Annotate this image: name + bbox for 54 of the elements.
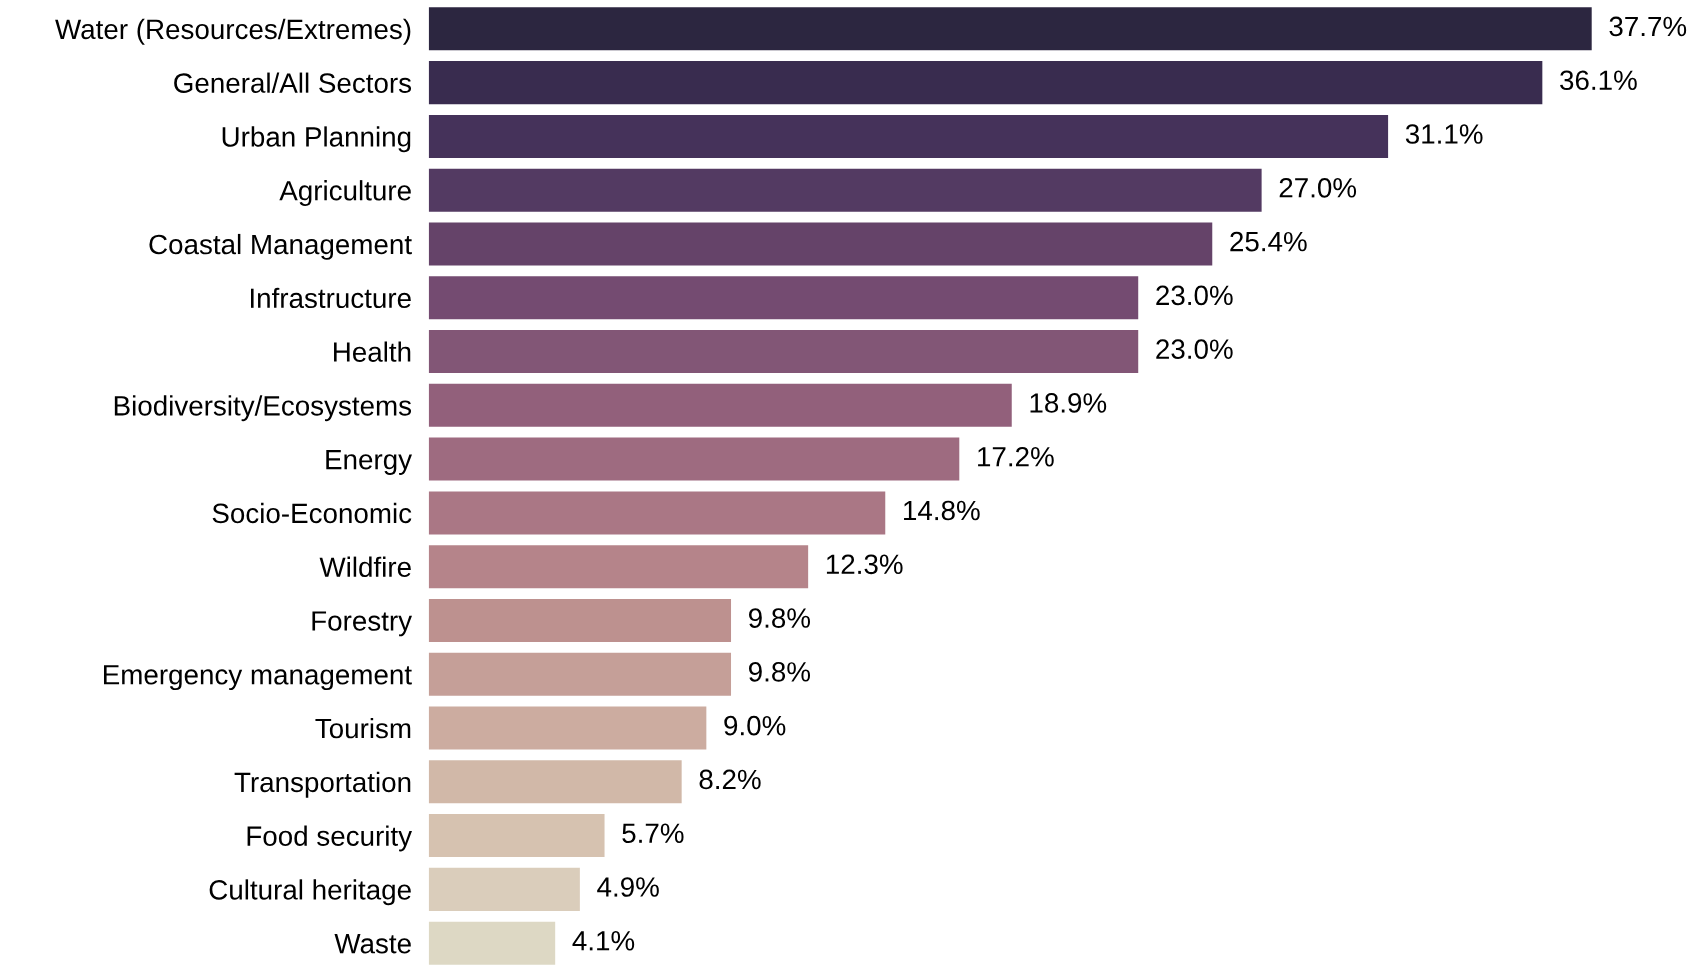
bar [428,760,682,804]
bar [428,491,886,535]
data-label: 18.9% [1030,393,1107,413]
y-tick-label: General/All Sectors [174,72,412,93]
y-tick-label: Biodiversity/Ecosystems [114,395,412,422]
y-tick-label: Tourism [315,717,411,739]
y-tick-label: Health [334,341,411,362]
bar [428,652,732,696]
data-label: 31.1% [1405,124,1483,144]
bar [428,276,1139,320]
y-tick-label: Infrastructure [250,287,411,309]
bar [428,545,809,589]
y-tick-label: Forestry [312,611,412,637]
bar [428,706,707,750]
data-label: 14.8% [904,500,980,521]
data-label: 37.7% [1609,16,1687,37]
bar [428,114,1389,158]
data-label: 4.9% [597,877,659,897]
data-label: 36.1% [1560,70,1637,91]
y-tick-label: Agriculture [279,180,411,207]
y-tick-label: Energy [326,450,412,475]
data-label: 25.4% [1230,231,1307,252]
bar [428,598,732,642]
bar [428,867,580,911]
data-label: 12.3% [826,554,903,575]
data-label: 5.7% [622,823,684,844]
data-label: 4.1% [572,931,635,951]
bar [428,61,1543,105]
y-tick-label: Coastal Management [149,233,412,260]
data-label: 17.2% [978,446,1054,467]
data-label: 8.2% [699,769,761,790]
y-tick-label: Urban Planning [222,126,411,153]
y-tick-label: Cultural heritage [209,879,411,906]
y-tick-label: Food security [247,825,412,852]
bar [428,168,1262,212]
y-tick-label: Waste [334,934,411,954]
bar [428,330,1139,374]
data-label: 9.0% [724,715,786,736]
bar [428,814,605,858]
bar [428,7,1592,51]
bar [428,437,960,481]
y-tick-label: Water (Resources/Extremes) [55,18,411,45]
data-label: 9.8% [748,662,811,682]
y-tick-label: Transportation [234,771,411,798]
y-tick-label: Wildfire [319,556,411,578]
bar [428,383,1012,427]
data-label: 23.0% [1156,339,1233,359]
data-label: 9.8% [748,608,811,628]
bar [428,222,1213,266]
y-tick-label: Emergency management [104,665,412,691]
bar [428,921,556,965]
data-label: 23.0% [1156,285,1233,306]
y-tick-label: Socio-Economic [212,502,412,524]
data-label: 27.0% [1279,177,1357,198]
